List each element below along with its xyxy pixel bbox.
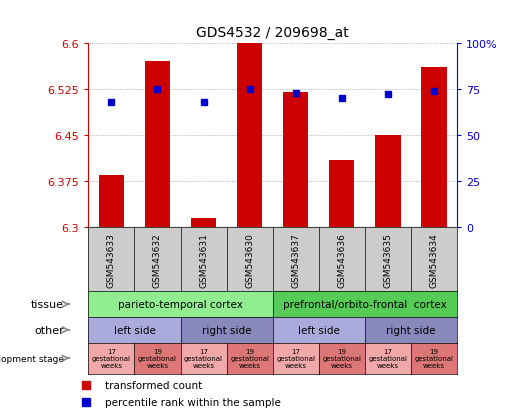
Title: GDS4532 / 209698_at: GDS4532 / 209698_at xyxy=(196,26,349,40)
Text: 17
gestational
weeks: 17 gestational weeks xyxy=(369,348,408,368)
Text: 19
gestational
weeks: 19 gestational weeks xyxy=(415,348,453,368)
Text: GSM543635: GSM543635 xyxy=(383,232,392,287)
Text: GSM543636: GSM543636 xyxy=(337,232,346,287)
Bar xyxy=(329,160,355,228)
Text: 17
gestational
weeks: 17 gestational weeks xyxy=(276,348,315,368)
Text: 17
gestational
weeks: 17 gestational weeks xyxy=(92,348,131,368)
Bar xyxy=(421,68,446,228)
Text: percentile rank within the sample: percentile rank within the sample xyxy=(105,397,281,407)
Text: GSM543633: GSM543633 xyxy=(107,232,116,287)
Bar xyxy=(99,176,124,228)
Text: transformed count: transformed count xyxy=(105,380,202,390)
Text: right side: right side xyxy=(386,325,436,335)
Text: left side: left side xyxy=(114,325,156,335)
Bar xyxy=(237,44,262,228)
Bar xyxy=(283,93,309,228)
Text: parieto-temporal cortex: parieto-temporal cortex xyxy=(118,299,243,309)
Text: 19
gestational
weeks: 19 gestational weeks xyxy=(322,348,361,368)
Bar xyxy=(375,135,400,228)
Text: prefrontal/orbito-frontal  cortex: prefrontal/orbito-frontal cortex xyxy=(283,299,447,309)
Text: development stage: development stage xyxy=(0,354,64,363)
Bar xyxy=(145,62,170,228)
Text: left side: left side xyxy=(298,325,340,335)
Text: GSM543632: GSM543632 xyxy=(153,232,162,287)
Text: GSM543637: GSM543637 xyxy=(291,232,300,287)
Text: 19
gestational
weeks: 19 gestational weeks xyxy=(230,348,269,368)
Text: right side: right side xyxy=(202,325,251,335)
Text: tissue: tissue xyxy=(31,299,64,309)
Text: GSM543634: GSM543634 xyxy=(429,232,438,287)
Text: 19
gestational
weeks: 19 gestational weeks xyxy=(138,348,177,368)
Text: 17
gestational
weeks: 17 gestational weeks xyxy=(184,348,223,368)
Text: other: other xyxy=(34,325,64,335)
Text: GSM543630: GSM543630 xyxy=(245,232,254,287)
Text: GSM543631: GSM543631 xyxy=(199,232,208,287)
Bar xyxy=(191,218,216,228)
